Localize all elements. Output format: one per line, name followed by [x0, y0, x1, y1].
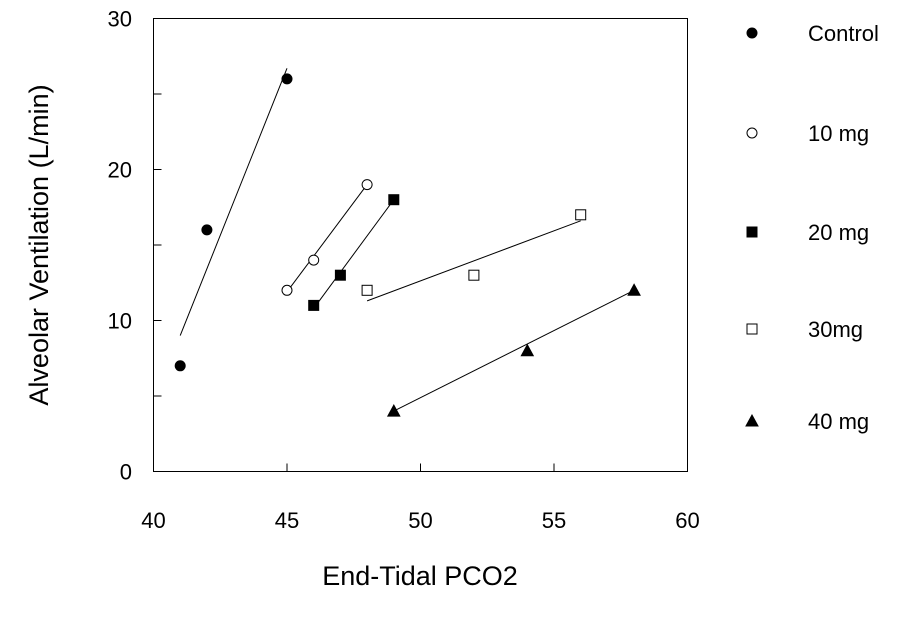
- x-tick-label: 60: [675, 508, 699, 533]
- x-tick-label: 40: [141, 508, 165, 533]
- fit-line-30mg: [366, 220, 581, 302]
- fit-line-40-mg: [393, 289, 635, 412]
- data-point: [334, 269, 346, 281]
- legend-label: 10 mg: [808, 121, 869, 146]
- fit-line-control: [179, 68, 288, 336]
- data-point: [468, 269, 480, 281]
- data-point: [520, 343, 535, 357]
- y-tick-label: 30: [108, 7, 132, 32]
- y-axis-ticks: 0 10 20 30: [108, 7, 162, 485]
- data-point: [308, 254, 320, 266]
- data-point: [361, 284, 373, 296]
- data-point: [386, 404, 401, 417]
- legend-label: 30mg: [808, 317, 863, 342]
- y-tick-label: 0: [120, 460, 132, 485]
- fit-line-10-mg: [286, 184, 368, 293]
- plot-area: [153, 18, 688, 472]
- y-tick-label: 20: [108, 158, 132, 183]
- legend: Control 10 mg 20 mg 30mg 40 mg: [745, 21, 879, 434]
- legend-marker: [746, 226, 758, 238]
- data-point: [361, 179, 373, 191]
- data-points: [174, 73, 641, 417]
- x-axis-ticks: 40 45 50 55 60: [141, 463, 700, 533]
- legend-marker: [746, 323, 758, 335]
- x-axis-title: End-Tidal PCO2: [322, 561, 518, 591]
- legend-label: 20 mg: [808, 220, 869, 245]
- data-point: [174, 360, 186, 372]
- x-tick-label: 50: [408, 508, 432, 533]
- data-point: [281, 73, 293, 85]
- legend-label: 40 mg: [808, 409, 869, 434]
- y-tick-label: 10: [108, 309, 132, 334]
- fit-line-20-mg: [313, 199, 395, 309]
- data-point: [201, 224, 213, 236]
- legend-marker: [746, 27, 758, 39]
- x-tick-label: 55: [542, 508, 566, 533]
- data-point: [388, 194, 400, 206]
- legend-marker: [746, 127, 758, 139]
- data-point: [308, 299, 320, 311]
- legend-marker: [745, 413, 759, 427]
- legend-label: Control: [808, 21, 879, 46]
- data-point: [281, 284, 293, 296]
- x-tick-label: 45: [275, 508, 299, 533]
- data-point: [575, 209, 587, 221]
- data-point: [627, 283, 641, 296]
- y-minor-ticks: [153, 93, 162, 397]
- y-axis-title: Alveolar Ventilation (L/min): [24, 84, 54, 405]
- fit-lines: [179, 68, 635, 412]
